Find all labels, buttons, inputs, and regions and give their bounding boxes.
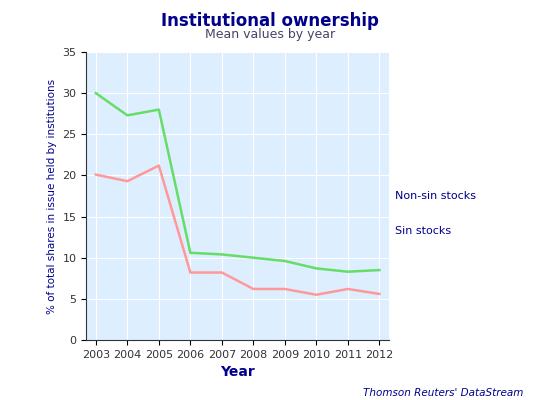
- Text: Sin stocks: Sin stocks: [395, 226, 451, 236]
- X-axis label: Year: Year: [220, 365, 255, 379]
- Y-axis label: % of total shares in issue held by institutions: % of total shares in issue held by insti…: [47, 78, 57, 314]
- Text: Institutional ownership: Institutional ownership: [161, 12, 379, 30]
- Text: Thomson Reuters' DataStream: Thomson Reuters' DataStream: [363, 388, 524, 398]
- Text: Non-sin stocks: Non-sin stocks: [395, 191, 476, 201]
- Text: Mean values by year: Mean values by year: [205, 28, 335, 41]
